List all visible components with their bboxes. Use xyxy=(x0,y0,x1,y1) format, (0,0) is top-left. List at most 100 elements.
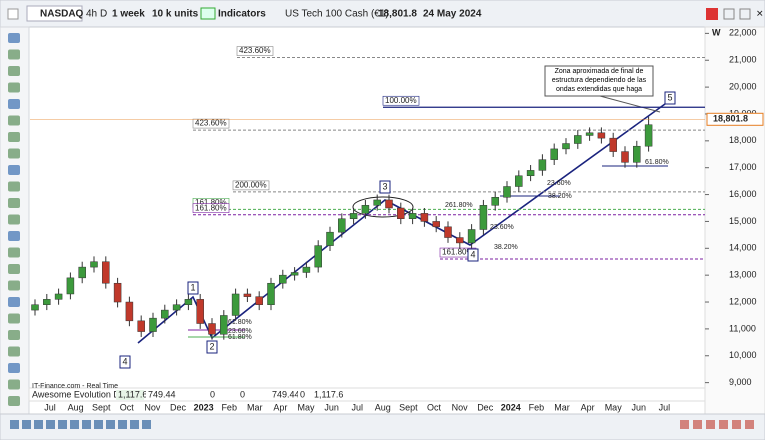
tool-icon[interactable] xyxy=(8,33,20,43)
window-icon[interactable] xyxy=(739,8,751,20)
timeframe[interactable]: D xyxy=(100,9,107,20)
indicator-value: 1,117.6 xyxy=(314,389,343,399)
tool-icon[interactable] xyxy=(8,132,20,142)
candle-body xyxy=(125,301,134,322)
symbol[interactable]: NASDAQ xyxy=(40,9,84,20)
tool-icon[interactable] xyxy=(8,198,20,208)
tool-icon[interactable] xyxy=(8,247,20,258)
tool-icon[interactable] xyxy=(8,82,20,93)
tool-icon[interactable] xyxy=(130,420,139,429)
tool-icon[interactable] xyxy=(745,420,754,429)
y-tick-label: 16,000 xyxy=(729,189,757,199)
tool-icon[interactable] xyxy=(8,264,20,274)
candle-body xyxy=(444,226,452,238)
indicators-icon[interactable] xyxy=(200,7,216,20)
candle-body xyxy=(574,135,582,144)
candle-body xyxy=(609,137,617,152)
tool-icon[interactable] xyxy=(22,420,31,429)
tool-icon[interactable] xyxy=(8,66,20,76)
candle-body xyxy=(597,132,606,139)
tool-icon[interactable] xyxy=(8,313,20,324)
tool-icon[interactable] xyxy=(706,420,715,429)
tool-icon[interactable] xyxy=(8,396,20,406)
tool-icon[interactable] xyxy=(118,420,127,429)
level-label-box xyxy=(236,46,274,56)
y-tick-label: 17,000 xyxy=(729,162,757,172)
candle-body xyxy=(550,148,558,160)
x-tick-label: Jul xyxy=(351,402,363,412)
tool-icon[interactable] xyxy=(693,420,702,429)
candle-body xyxy=(644,124,653,147)
x-tick-label: Nov xyxy=(452,402,469,412)
candle-body xyxy=(585,132,594,136)
y-tick-label: 11,000 xyxy=(729,323,756,333)
toolbar-price: 18,801.8 xyxy=(378,9,417,20)
level-label-box xyxy=(232,180,270,191)
tool-icon[interactable] xyxy=(34,420,43,429)
annotation-pointer xyxy=(599,95,661,113)
settings-icon[interactable] xyxy=(723,8,735,20)
tool-icon[interactable] xyxy=(58,420,67,429)
app-icon[interactable] xyxy=(706,8,718,20)
x-tick-label: Jul xyxy=(44,402,56,412)
tool-icon[interactable] xyxy=(680,420,689,429)
tool-icon[interactable] xyxy=(8,363,20,373)
tool-icon[interactable] xyxy=(8,297,20,307)
indicator-value: 1,117.6 xyxy=(118,389,147,399)
candle-body xyxy=(172,304,181,311)
x-tick-label: Sept xyxy=(92,402,111,412)
tool-icon[interactable] xyxy=(8,99,20,109)
level-label: 200.00% xyxy=(235,180,267,189)
candle-body xyxy=(361,205,370,214)
fib-label: 61.80% xyxy=(228,334,252,341)
tool-icon[interactable] xyxy=(8,379,20,390)
timeframe[interactable]: 4h xyxy=(86,9,97,20)
y-tick-label: 22,000 xyxy=(729,28,757,38)
tool-icon[interactable] xyxy=(8,115,20,126)
x-tick-label: May xyxy=(297,402,315,412)
close-icon[interactable]: ✕ xyxy=(756,8,764,18)
candle-body xyxy=(326,231,334,246)
units[interactable]: 10 k units xyxy=(152,9,199,20)
x-tick-label: Dec xyxy=(477,402,494,412)
tool-icon[interactable] xyxy=(8,181,20,192)
tool-icon[interactable] xyxy=(8,330,20,340)
tool-icon[interactable] xyxy=(106,420,115,429)
bottom-toolbar xyxy=(0,413,765,440)
candle-body xyxy=(456,237,464,244)
tool-icon[interactable] xyxy=(94,420,103,429)
y-tick-label: 18,000 xyxy=(729,135,757,145)
tool-icon[interactable] xyxy=(8,280,20,291)
y-tick-label: 9,000 xyxy=(729,377,752,387)
candle-body xyxy=(373,199,381,206)
indicators[interactable]: Indicators xyxy=(218,9,266,20)
x-tick-label: Sept xyxy=(399,402,418,412)
wave-label: 1 xyxy=(190,282,195,292)
price-axis xyxy=(704,26,765,415)
tool-icon[interactable] xyxy=(719,420,728,429)
tool-icon[interactable] xyxy=(82,420,91,429)
candle-body xyxy=(562,143,570,150)
candle-body xyxy=(231,293,240,316)
period[interactable]: 1 week xyxy=(112,9,145,20)
tool-icon[interactable] xyxy=(46,420,55,429)
candle-body xyxy=(349,213,358,219)
tool-icon[interactable] xyxy=(10,420,19,429)
tool-icon[interactable] xyxy=(8,231,20,241)
tool-icon[interactable] xyxy=(732,420,741,429)
tool-icon[interactable] xyxy=(8,148,20,159)
tool-icon[interactable] xyxy=(8,214,20,225)
tool-icon[interactable] xyxy=(70,420,79,429)
tool-icon[interactable] xyxy=(142,420,151,429)
x-tick-label: 2023 xyxy=(194,402,214,412)
tool-icon[interactable] xyxy=(8,165,20,175)
menu-icon[interactable] xyxy=(7,8,19,20)
candle-body xyxy=(526,170,535,177)
indicator-value-box xyxy=(116,390,144,400)
tool-icon[interactable] xyxy=(8,346,20,357)
tool-icon[interactable] xyxy=(8,49,20,60)
wave-label-box xyxy=(187,281,199,295)
symbol-box[interactable] xyxy=(26,5,83,22)
indicator-name: Awesome Evolution Doc xyxy=(32,389,130,399)
candle-body xyxy=(621,151,629,163)
